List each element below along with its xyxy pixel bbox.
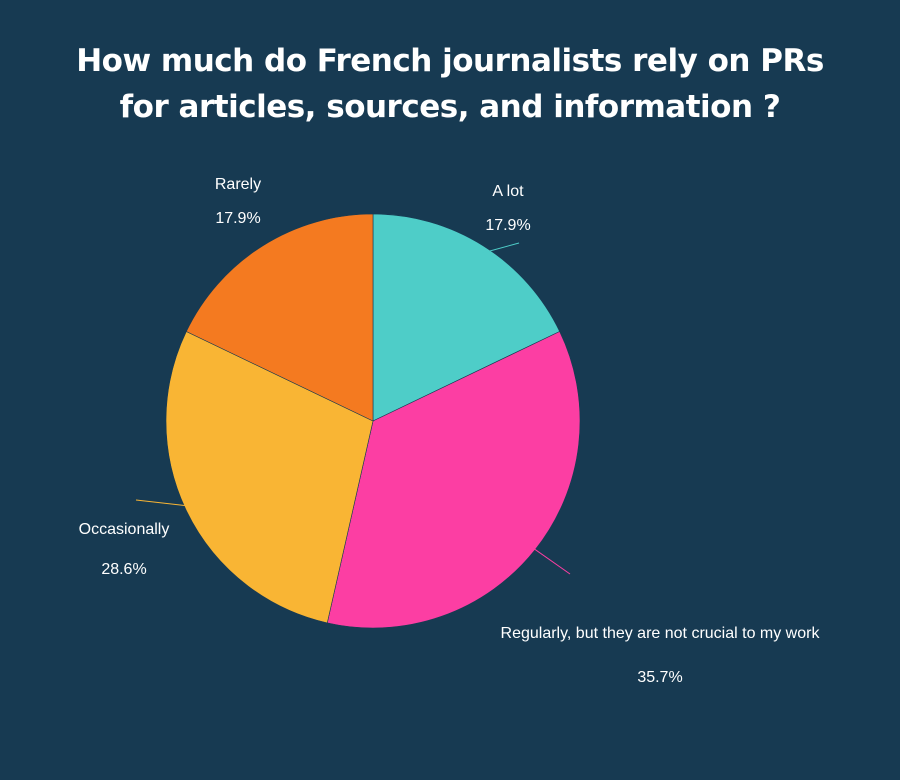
leader-line-0 [477, 242, 520, 255]
slice-label-2: Occasionally [79, 521, 170, 538]
slice-value-0: 17.9% [485, 217, 530, 234]
pie-slice-2 [165, 331, 374, 624]
pie-slice-3 [185, 213, 374, 422]
pie-slice-0 [372, 213, 561, 422]
pie-slice-1 [326, 331, 581, 629]
slice-label-0: A lot [492, 183, 524, 200]
leader-line-1 [526, 543, 571, 575]
leader-line-2 [135, 499, 196, 508]
leader-line-3 [244, 253, 269, 263]
slice-value-1: 35.7% [637, 669, 682, 686]
slice-label-3: Rarely [215, 176, 261, 193]
slice-label-1: Regularly, but they are not crucial to m… [501, 625, 821, 642]
chart-title-line-2: for articles, sources, and information ? [119, 89, 781, 125]
chart-title-line-1: How much do French journalists rely on P… [76, 43, 824, 79]
slice-value-2: 28.6% [101, 561, 146, 578]
chart-title: How much do French journalists rely on P… [0, 38, 900, 130]
slice-value-3: 17.9% [215, 210, 260, 227]
